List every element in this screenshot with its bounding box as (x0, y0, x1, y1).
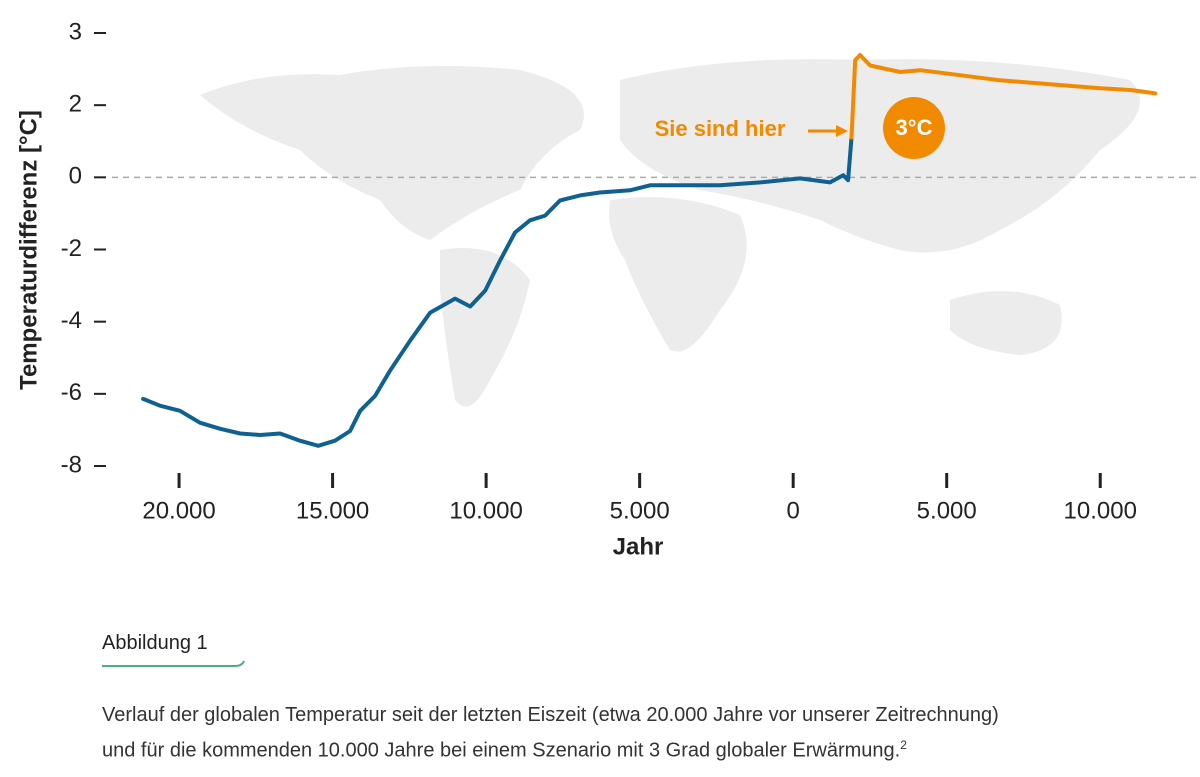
caption-line: Verlauf der globalen Temperatur seit der… (102, 704, 999, 726)
chart: Temperaturdifferenz [°C] Jahr 3 2 0 -2 -4 -6 -… (15, 18, 1200, 560)
world-map-background (200, 59, 1140, 407)
footnote: 2 (900, 738, 907, 752)
y-tick-label: 3 (69, 18, 82, 45)
y-axis-title: Temperaturdifferenz [°C] (15, 110, 42, 390)
y-tick-label: 0 (69, 163, 82, 190)
caption-text: und für die kommenden 10.000 Jahre bei e… (102, 739, 901, 762)
y-tick-label: -8 (61, 451, 82, 478)
y-tick-label: -4 (61, 307, 82, 334)
x-tick-label: 20.000 (142, 497, 215, 524)
y-tick-label: -6 (61, 379, 82, 406)
data-line (141, 135, 854, 448)
x-tick-label: 5.000 (610, 497, 670, 524)
y-tick-label: 2 (69, 91, 82, 118)
figure-label: Abbildung 1 (102, 632, 208, 654)
x-tick-label: 10.000 (1064, 497, 1137, 524)
x-tick-label: 0 (786, 497, 799, 524)
badge-circle (883, 97, 945, 159)
annotation-arrowhead (836, 125, 848, 137)
x-tick-label: 15.000 (296, 497, 369, 524)
caption-line: und für die kommenden 10.000 Jahre bei e… (102, 738, 907, 763)
badge: 3°C (896, 115, 933, 140)
y-tick-label: -2 (61, 235, 82, 262)
x-axis-title: Jahr (613, 533, 664, 560)
annotation: Sie sind hier (655, 116, 786, 141)
x-tick-label: 10.000 (449, 497, 522, 524)
x-tick-label: 5.000 (917, 497, 977, 524)
figure-underline (102, 660, 245, 667)
data-line (849, 53, 1158, 140)
